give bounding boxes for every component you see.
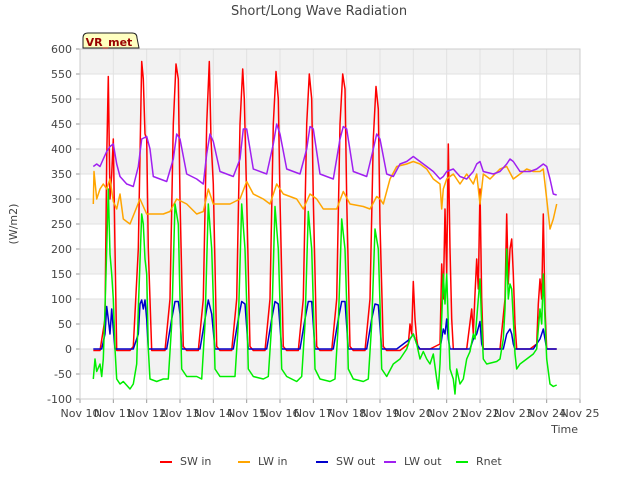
x-tick-label: Nov 18 <box>327 407 366 420</box>
y-tick-label: 150 <box>51 268 72 281</box>
x-tick-label: Nov 15 <box>227 407 266 420</box>
x-tick-label: Nov 25 <box>561 407 600 420</box>
y-tick-label: 200 <box>51 243 72 256</box>
x-tick-label: Nov 14 <box>194 407 233 420</box>
x-tick-label: Nov 20 <box>394 407 433 420</box>
legend-item-lw-out: LW out <box>384 455 442 468</box>
legend-label: SW out <box>336 455 376 468</box>
site-label-badge: VR_met <box>82 32 140 49</box>
x-tick-label: Nov 13 <box>161 407 200 420</box>
x-axis-label: Time <box>550 423 578 436</box>
plot-band <box>80 299 580 324</box>
y-tick-label: 350 <box>51 168 72 181</box>
plot-band <box>80 349 580 374</box>
x-tick-label: Nov 19 <box>361 407 400 420</box>
x-tick-label: Nov 10 <box>61 407 100 420</box>
y-tick-label: -50 <box>54 368 72 381</box>
legend-item-sw-in: SW in <box>160 455 211 468</box>
x-tick-label: Nov 23 <box>494 407 533 420</box>
y-tick-label: 50 <box>58 318 72 331</box>
y-tick-label: 600 <box>51 43 72 56</box>
plot-band <box>80 199 580 224</box>
y-tick-label: 550 <box>51 68 72 81</box>
series-line-sw-in <box>93 60 557 352</box>
x-tick-label: Nov 17 <box>294 407 333 420</box>
y-axis-label: (W/m2) <box>7 204 20 245</box>
chart-title: Short/Long Wave Radiation <box>231 4 407 19</box>
series-layer <box>92 60 558 395</box>
plot-band <box>80 249 580 274</box>
legend-item-sw-out: SW out <box>316 455 376 468</box>
y-axis-ticks: -100 -50 0 50 100 150 200 250 300 350 400 450 500 550… <box>47 43 80 406</box>
x-tick-label: Nov 24 <box>527 407 566 420</box>
series-line-rnet <box>92 188 558 395</box>
x-tick-label: Nov 12 <box>127 407 166 420</box>
plot-band <box>80 49 580 74</box>
series-line-lw-in <box>92 160 558 230</box>
x-tick-label: Nov 11 <box>94 407 133 420</box>
x-tick-label: Nov 22 <box>461 407 500 420</box>
x-tick-label: Nov 16 <box>261 407 300 420</box>
legend-label: LW in <box>258 455 288 468</box>
legend-item-lw-in: LW in <box>238 455 288 468</box>
legend-label: LW out <box>404 455 442 468</box>
y-tick-label: 0 <box>65 343 72 356</box>
y-tick-label: -100 <box>47 393 72 406</box>
y-tick-label: 250 <box>51 218 72 231</box>
plot-band <box>80 149 580 174</box>
y-tick-label: 100 <box>51 293 72 306</box>
plot-frame <box>79 48 581 400</box>
y-tick-label: 400 <box>51 143 72 156</box>
x-tick-label: Nov 21 <box>427 407 466 420</box>
series-line-lw-out <box>92 123 557 196</box>
legend-item-rnet: Rnet <box>456 455 502 468</box>
legend-label: SW in <box>180 455 211 468</box>
y-tick-label: 450 <box>51 118 72 131</box>
plot-band <box>80 99 580 124</box>
legend-label: Rnet <box>476 455 502 468</box>
site-label-text: VR_met <box>86 36 133 49</box>
legend: SW in LW in SW out LW out Rnet <box>160 455 502 468</box>
y-tick-label: 300 <box>51 193 72 206</box>
y-tick-label: 500 <box>51 93 72 106</box>
